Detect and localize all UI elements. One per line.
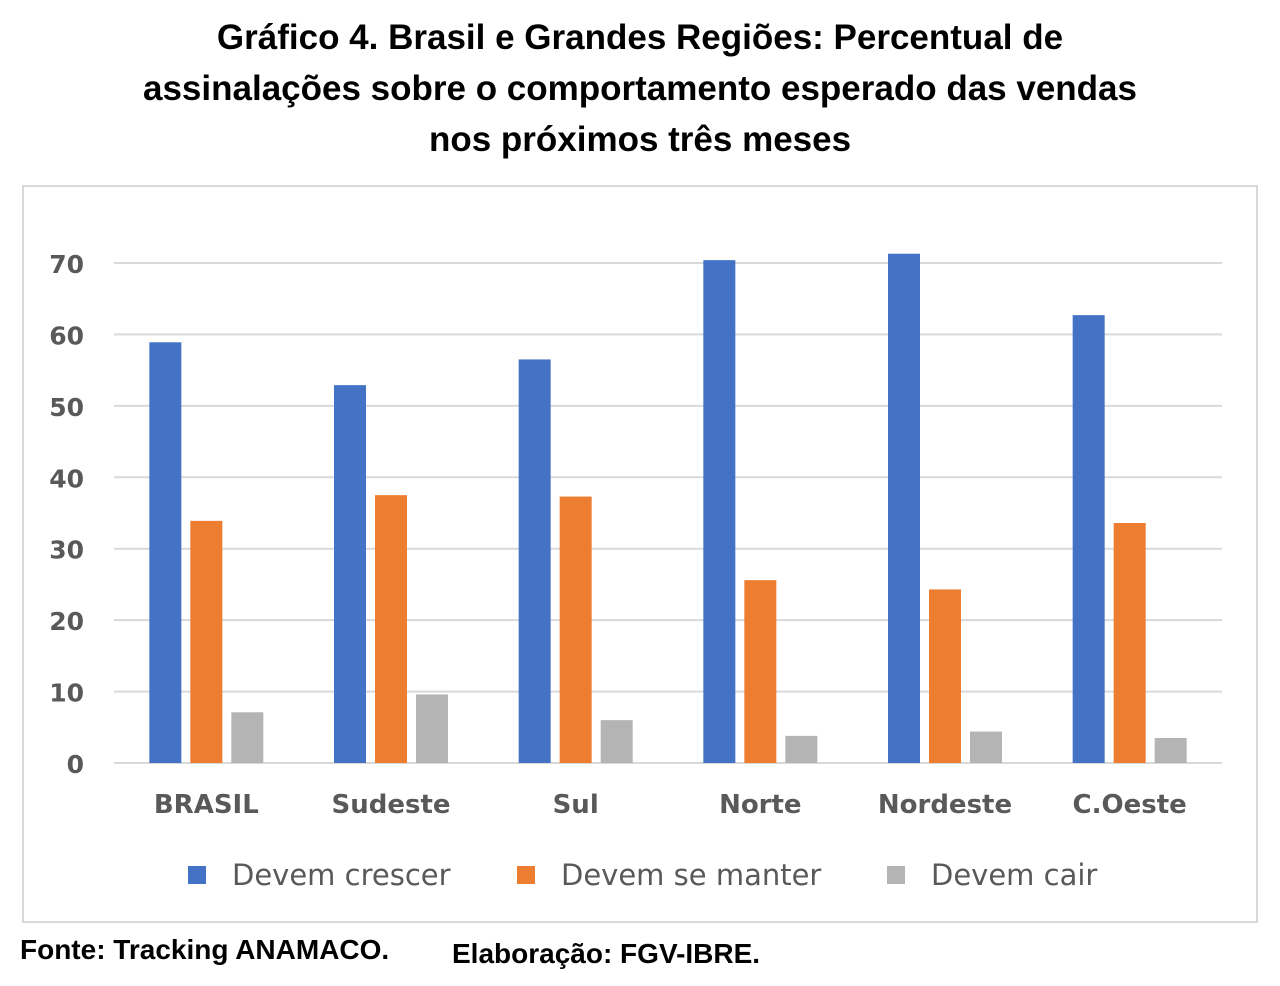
bar-BRASIL-1 — [190, 520, 223, 763]
bar-Sudeste-2 — [416, 694, 448, 763]
title-line-2: assinalações sobre o comportamento esper… — [143, 69, 1137, 108]
bar-Norte-2 — [785, 735, 818, 763]
bar-Sul-0 — [518, 359, 551, 763]
legend-label: Devem cair — [931, 858, 1097, 892]
chart-area: 0 10 20 30 40 50 60 70 BRASIL Sudeste Sul Norte Nord… — [22, 185, 1258, 923]
bar-Norte-1 — [744, 580, 777, 763]
y-tick-label: 40 — [49, 464, 84, 493]
title-line-1: Gráfico 4. Brasil e Grandes Regiões: Per… — [216, 18, 1064, 57]
legend-label: Devem se manter — [561, 858, 821, 892]
y-tick-label: 20 — [49, 607, 84, 636]
bar-BRASIL-0 — [149, 342, 182, 763]
bar-C.Oeste-2 — [1154, 738, 1187, 763]
y-tick-label: 70 — [49, 250, 84, 279]
x-tick-label: BRASIL — [154, 790, 259, 820]
bar-Sudeste-0 — [334, 385, 366, 763]
legend-swatch — [188, 866, 206, 884]
chart-title: Gráfico 4. Brasil e Grandes Regiões: Per… — [40, 12, 1240, 165]
bar-chart: 0 10 20 30 40 50 60 70 BRASIL Sudeste Sul Norte Nord… — [49, 250, 1222, 892]
elaboration-note: Elaboração: FGV-IBRE. — [452, 938, 761, 969]
bar-BRASIL-2 — [231, 712, 264, 763]
legend-swatch — [887, 866, 905, 884]
title-line-3: nos próximos três meses — [428, 120, 852, 159]
bar-C.Oeste-1 — [1113, 523, 1146, 763]
x-tick-label: C.Oeste — [1073, 790, 1187, 820]
bar-Sul-1 — [559, 496, 592, 763]
x-tick-label: Norte — [719, 790, 802, 820]
y-tick-label: 10 — [49, 679, 84, 708]
y-tick-label: 0 — [67, 750, 84, 779]
y-tick-label: 30 — [49, 536, 84, 565]
legend-swatch — [517, 866, 535, 884]
bar-Nordeste-2 — [970, 731, 1002, 763]
x-tick-label: Sul — [553, 790, 599, 820]
bar-Nordeste-0 — [888, 253, 920, 763]
source-note: Fonte: Tracking ANAMACO. — [20, 934, 390, 965]
y-tick-label: 60 — [49, 321, 84, 350]
bar-Sul-2 — [600, 720, 633, 763]
bar-Nordeste-1 — [929, 589, 961, 763]
legend-label: Devem crescer — [232, 858, 451, 892]
x-tick-label: Nordeste — [878, 790, 1012, 820]
y-tick-label: 50 — [49, 393, 84, 422]
bar-Sudeste-1 — [375, 495, 407, 763]
x-tick-label: Sudeste — [331, 790, 450, 820]
bar-Norte-0 — [703, 260, 736, 763]
bar-C.Oeste-0 — [1072, 315, 1105, 763]
